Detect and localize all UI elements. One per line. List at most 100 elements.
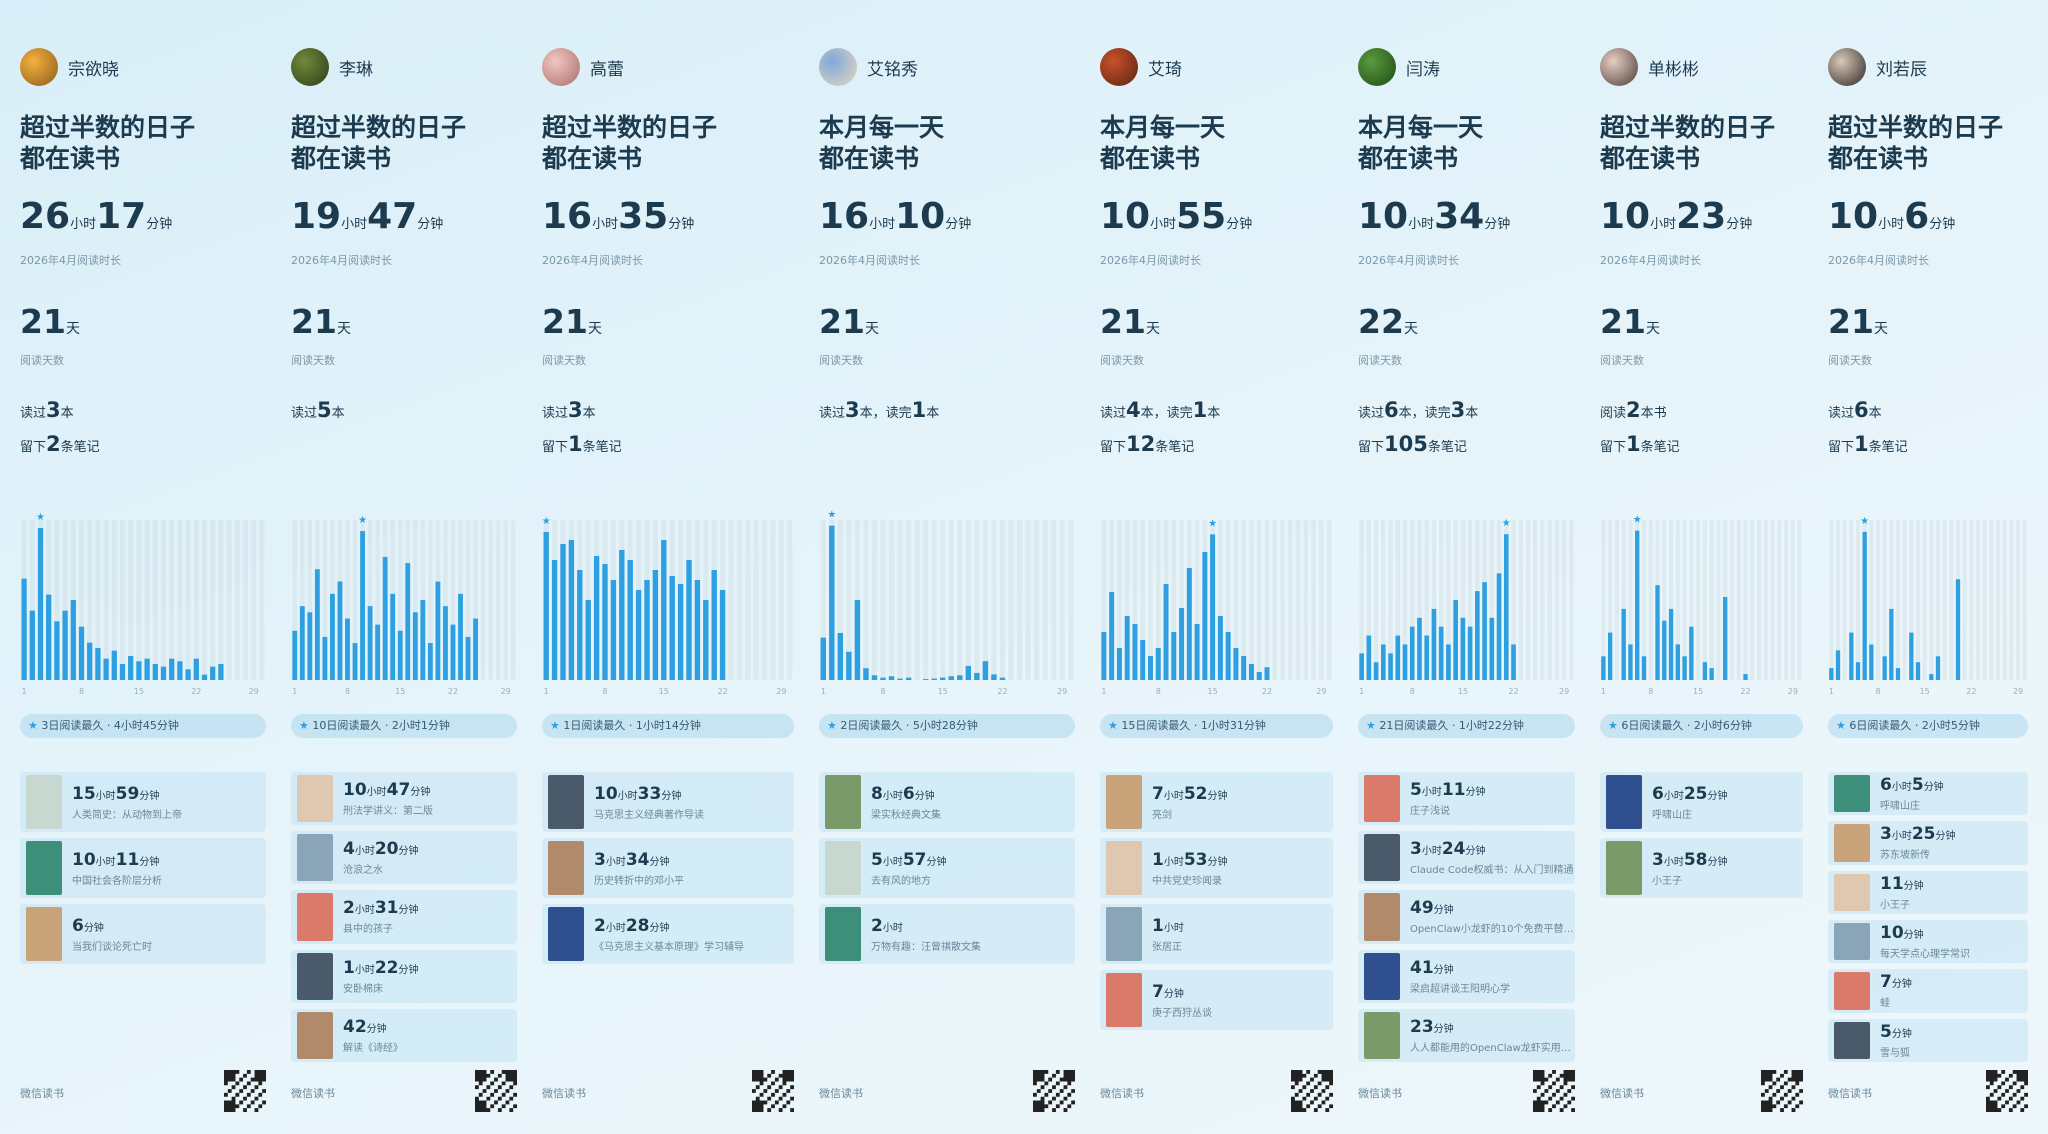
days-label: 阅读天数 [542, 354, 586, 367]
book-cover [825, 841, 861, 895]
day-slot [144, 520, 150, 680]
book-title: 张居正 [1152, 941, 1182, 953]
number: 2 [343, 898, 355, 919]
book-row: 41分钟 梁启超讲谈王阳明心学 [1358, 949, 1575, 1003]
day-slot [62, 520, 68, 680]
x-tick-label: 15 [1208, 687, 1218, 696]
book-info: 41分钟 梁启超讲谈王阳明心学 [1410, 958, 1510, 995]
bar [375, 624, 381, 680]
day-slot [352, 520, 358, 680]
book-title: 每天学点心理学常识 [1880, 949, 1970, 961]
notes-stat: 留下2条笔记 [20, 432, 100, 456]
day-slot [1784, 520, 1789, 680]
peak-star: ★ [1208, 518, 1217, 529]
day-slot [510, 520, 516, 680]
avatar [1358, 48, 1396, 86]
book-cover [297, 834, 333, 882]
number: 24 [1441, 839, 1466, 860]
unit-text: 本书 [1640, 406, 1667, 421]
bar [1882, 656, 1887, 680]
number: 3 [1652, 849, 1664, 870]
book-row: 10分钟 每天学点心理学常识 [1828, 920, 2028, 964]
longest-day-badge: ★ 2日阅读最久 · 5小时28分钟 [819, 714, 1075, 738]
book-cover [825, 907, 861, 961]
day-slot [103, 520, 109, 680]
unit-text: 阅读 [1600, 406, 1627, 421]
day-slot [1949, 520, 1954, 680]
bar [54, 621, 60, 680]
book-cover [1834, 873, 1870, 911]
duration-label: 2026年4月阅读时长 [819, 254, 920, 267]
unit-text: 本 [60, 406, 74, 421]
bar [177, 661, 183, 680]
books-stat: 读过6本，读完3本 [1358, 398, 1478, 422]
unit-text: 留下 [542, 440, 569, 455]
x-tick-label: 22 [1262, 687, 1272, 696]
book-time: 6小时5分钟 [1880, 775, 1944, 795]
books-stat: 读过3本，读完1本 [819, 398, 939, 422]
book-time: 2小时 [871, 916, 981, 936]
unit-text: 条笔记 [1868, 440, 1908, 455]
book-row: 49分钟 OpenClaw小龙虾的10个免费平替玩法 [1358, 890, 1575, 944]
book-cover [1834, 775, 1870, 813]
unit-text: 分钟 [1207, 790, 1228, 802]
day-slot [1417, 520, 1422, 680]
unit-text: 分钟 [1207, 856, 1228, 868]
day-slot [914, 520, 920, 680]
x-tick-label: 29 [1788, 687, 1798, 696]
x-tick-label: 15 [938, 687, 948, 696]
qr-pattern [224, 1070, 266, 1112]
unit-text: 小时 [605, 922, 626, 934]
book-title: 万物有趣：汪曾祺散文集 [871, 941, 981, 953]
bar [103, 658, 109, 680]
days-label: 阅读天数 [291, 354, 335, 367]
bar [201, 674, 208, 680]
bar [846, 651, 852, 680]
bar [1233, 648, 1239, 680]
day-slot [1909, 520, 1914, 680]
x-tick-label: 22 [718, 687, 728, 696]
day-slot [1902, 520, 1907, 680]
day-slot [1736, 520, 1741, 680]
unit-text: 小时 [1421, 846, 1442, 858]
number: 21 [1600, 302, 1646, 341]
book-time: 3小时58分钟 [1652, 850, 1728, 870]
bar [854, 600, 861, 680]
footer-brand: 微信读书 [1358, 1087, 1402, 1100]
reading-duration: 10小时34分钟 [1358, 196, 1510, 237]
bar [957, 675, 963, 680]
day-slot [1682, 520, 1687, 680]
day-slot [2009, 520, 2014, 680]
bar [1248, 664, 1254, 680]
book-title: 人类简史：从动物到上帝 [72, 809, 182, 821]
number: 2 [594, 915, 606, 936]
bar [711, 570, 717, 680]
day-slot [2022, 520, 2027, 680]
bar [1955, 579, 1961, 680]
day-slot [1008, 520, 1014, 680]
unit-text: 读过 [1828, 406, 1855, 421]
book-row: 6分钟 当我们谈论死亡时 [20, 904, 266, 964]
peak-star: ★ [358, 515, 367, 526]
headline-line: 都在读书 [819, 144, 920, 173]
book-cover [1834, 1021, 1870, 1059]
reading-days: 21天 [542, 302, 602, 341]
day-slot [495, 520, 501, 680]
daily-reading-chart: ★ 1 8 15 22 29 [820, 510, 1074, 696]
unit-text: 本 [331, 406, 345, 421]
reading-duration: 10小时23分钟 [1600, 196, 1752, 237]
unit-text: 留下 [1828, 440, 1855, 455]
day-slot [1241, 520, 1247, 680]
book-info: 1小时22分钟 安卧棉床 [343, 958, 419, 995]
unit-text: 小时 [1891, 782, 1912, 794]
day-slot [957, 520, 963, 680]
bar [694, 580, 701, 680]
book-title: 当我们谈论死亡时 [72, 941, 152, 953]
bar [1601, 656, 1606, 680]
bar [62, 610, 68, 680]
unit-text: 分钟 [139, 856, 160, 868]
book-time: 8小时6分钟 [871, 784, 941, 804]
day-slot [1525, 520, 1531, 680]
day-slot [1922, 520, 1927, 680]
daily-reading-chart: ★ 1 8 15 22 29 [1601, 515, 1802, 696]
